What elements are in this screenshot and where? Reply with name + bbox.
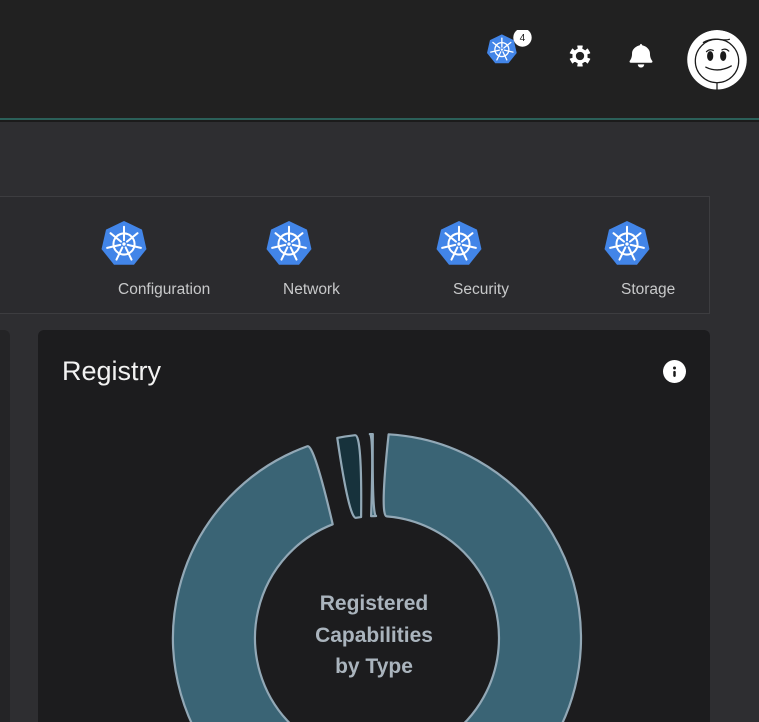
svg-text:4: 4 [520, 33, 526, 44]
